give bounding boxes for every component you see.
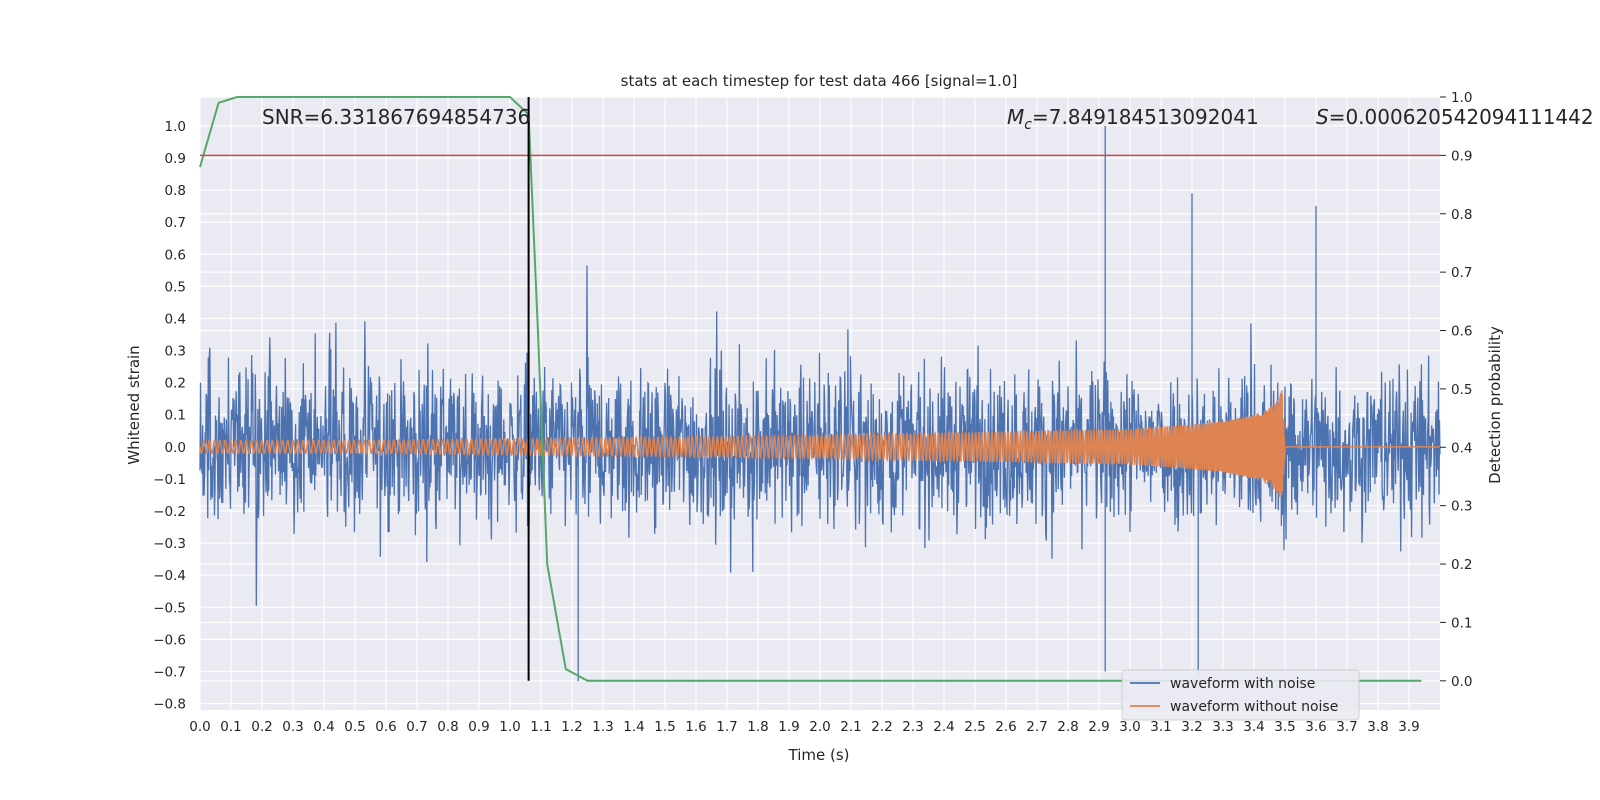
- y-tick-label: −0.6: [153, 632, 186, 648]
- y-tick-label-right: 0.0: [1451, 674, 1472, 690]
- x-tick-label: 3.5: [1274, 719, 1295, 735]
- y-tick-label-right: 0.6: [1451, 324, 1472, 340]
- x-tick-label: 3.8: [1367, 719, 1388, 735]
- s-symbol: S: [1316, 105, 1329, 129]
- x-tick-label: 0.0: [189, 719, 210, 735]
- x-tick-label: 1.6: [685, 719, 706, 735]
- y-tick-label: −0.3: [153, 536, 186, 552]
- x-tick-label: 3.3: [1212, 719, 1233, 735]
- series-waveform-without-noise: [199, 390, 1440, 497]
- mc-value: =7.849184513092041: [1032, 105, 1259, 129]
- y-tick-label: 0.5: [165, 279, 186, 295]
- x-tick-label: 3.7: [1336, 719, 1357, 735]
- y-tick-label-right: 0.4: [1451, 440, 1472, 456]
- snr-annotation: SNR=6.331867694854736: [262, 105, 530, 129]
- y-tick-label: 0.1: [165, 408, 186, 424]
- mc-symbol: M: [1007, 105, 1024, 129]
- y-tick-label-right: 1.0: [1451, 90, 1472, 106]
- x-tick-label: 0.5: [344, 719, 365, 735]
- y-tick-label: 1.0: [165, 119, 186, 135]
- chart-extras: [200, 97, 1440, 681]
- y-tick-label-right: 0.5: [1451, 382, 1472, 398]
- y-tick-label-right: 0.8: [1451, 207, 1472, 223]
- x-tick-label: 0.4: [313, 719, 334, 735]
- x-tick-label: 1.5: [654, 719, 675, 735]
- x-tick-label: 3.0: [1119, 719, 1140, 735]
- x-tick-label: 3.4: [1243, 719, 1264, 735]
- x-tick-label: 1.8: [747, 719, 768, 735]
- y-tick-label: 0.4: [165, 311, 186, 327]
- x-tick-label: 2.5: [964, 719, 985, 735]
- x-tick-label: 2.9: [1088, 719, 1109, 735]
- s-value: =0.000620542094111442: [1329, 105, 1594, 129]
- mc-annotation: Mc=7.849184513092041: [1007, 105, 1259, 133]
- y-axis-label-right: Detection probability: [1486, 326, 1504, 484]
- x-tick-label: 3.2: [1181, 719, 1202, 735]
- legend-label-noise: waveform with noise: [1170, 676, 1315, 692]
- ticks: 0.0 0.1 0.2 0.3 0.4 0.5 0.6 0.7 0.8 0.9 1.0 1.1 1.2 1…: [153, 90, 1472, 735]
- y-tick-label-right: 0.1: [1451, 615, 1472, 631]
- y-axis-label: Whitened strain: [125, 345, 143, 464]
- y-tick-label: 0.3: [165, 344, 186, 360]
- x-tick-label: 0.1: [220, 719, 241, 735]
- y-tick-label: 0.9: [165, 151, 186, 167]
- y-tick-label: −0.4: [153, 568, 186, 584]
- y-tick-label: −0.1: [153, 472, 186, 488]
- x-tick-label: 1.9: [778, 719, 799, 735]
- x-tick-label: 2.6: [995, 719, 1016, 735]
- y-tick-label: −0.8: [153, 697, 186, 713]
- x-tick-label: 2.1: [840, 719, 861, 735]
- x-tick-label: 2.7: [1026, 719, 1047, 735]
- y-tick-label-right: 0.2: [1451, 557, 1472, 573]
- noise-line: [199, 125, 1441, 682]
- y-tick-label-right: 0.9: [1451, 148, 1472, 164]
- x-tick-label: 2.4: [933, 719, 954, 735]
- y-tick-label: 0.6: [165, 247, 186, 263]
- y-tick-label: 0.7: [165, 215, 186, 231]
- y-tick-label: 0.2: [165, 376, 186, 392]
- chart-title: stats at each timestep for test data 466…: [621, 72, 1018, 90]
- x-tick-label: 3.6: [1305, 719, 1326, 735]
- x-axis-label: Time (s): [788, 746, 850, 764]
- clean-line: [199, 390, 1440, 497]
- x-tick-label: 2.2: [871, 719, 892, 735]
- x-tick-label: 1.3: [592, 719, 613, 735]
- x-tick-label: 0.8: [437, 719, 458, 735]
- x-tick-label: 1.2: [561, 719, 582, 735]
- x-tick-label: 2.0: [809, 719, 830, 735]
- x-tick-label: 0.6: [375, 719, 396, 735]
- x-tick-label: 1.0: [499, 719, 520, 735]
- x-tick-label: 0.3: [282, 719, 303, 735]
- y-tick-label: −0.2: [153, 504, 186, 520]
- y-tick-label: 0.8: [165, 183, 186, 199]
- x-tick-label: 3.1: [1150, 719, 1171, 735]
- legend-label-clean: waveform without noise: [1170, 699, 1338, 715]
- x-tick-label: 1.4: [623, 719, 644, 735]
- x-tick-label: 2.8: [1057, 719, 1078, 735]
- y-tick-label: −0.7: [153, 664, 186, 680]
- x-tick-label: 1.1: [530, 719, 551, 735]
- y-tick-label-right: 0.7: [1451, 265, 1472, 281]
- mc-subscript: c: [1024, 117, 1032, 133]
- series-waveform-with-noise: [199, 125, 1441, 682]
- x-tick-label: 3.9: [1398, 719, 1419, 735]
- y-tick-label-right: 0.3: [1451, 499, 1472, 515]
- y-tick-label: 0.0: [165, 440, 186, 456]
- x-tick-label: 0.2: [251, 719, 272, 735]
- x-tick-label: 2.3: [902, 719, 923, 735]
- x-tick-label: 0.7: [406, 719, 427, 735]
- y-tick-label: −0.5: [153, 600, 186, 616]
- legend-box: [1121, 669, 1360, 721]
- legend: waveform with noise waveform without noi…: [1121, 669, 1360, 721]
- s-annotation: S=0.000620542094111442: [1316, 105, 1594, 129]
- x-tick-label: 0.9: [468, 719, 489, 735]
- x-tick-label: 1.7: [716, 719, 737, 735]
